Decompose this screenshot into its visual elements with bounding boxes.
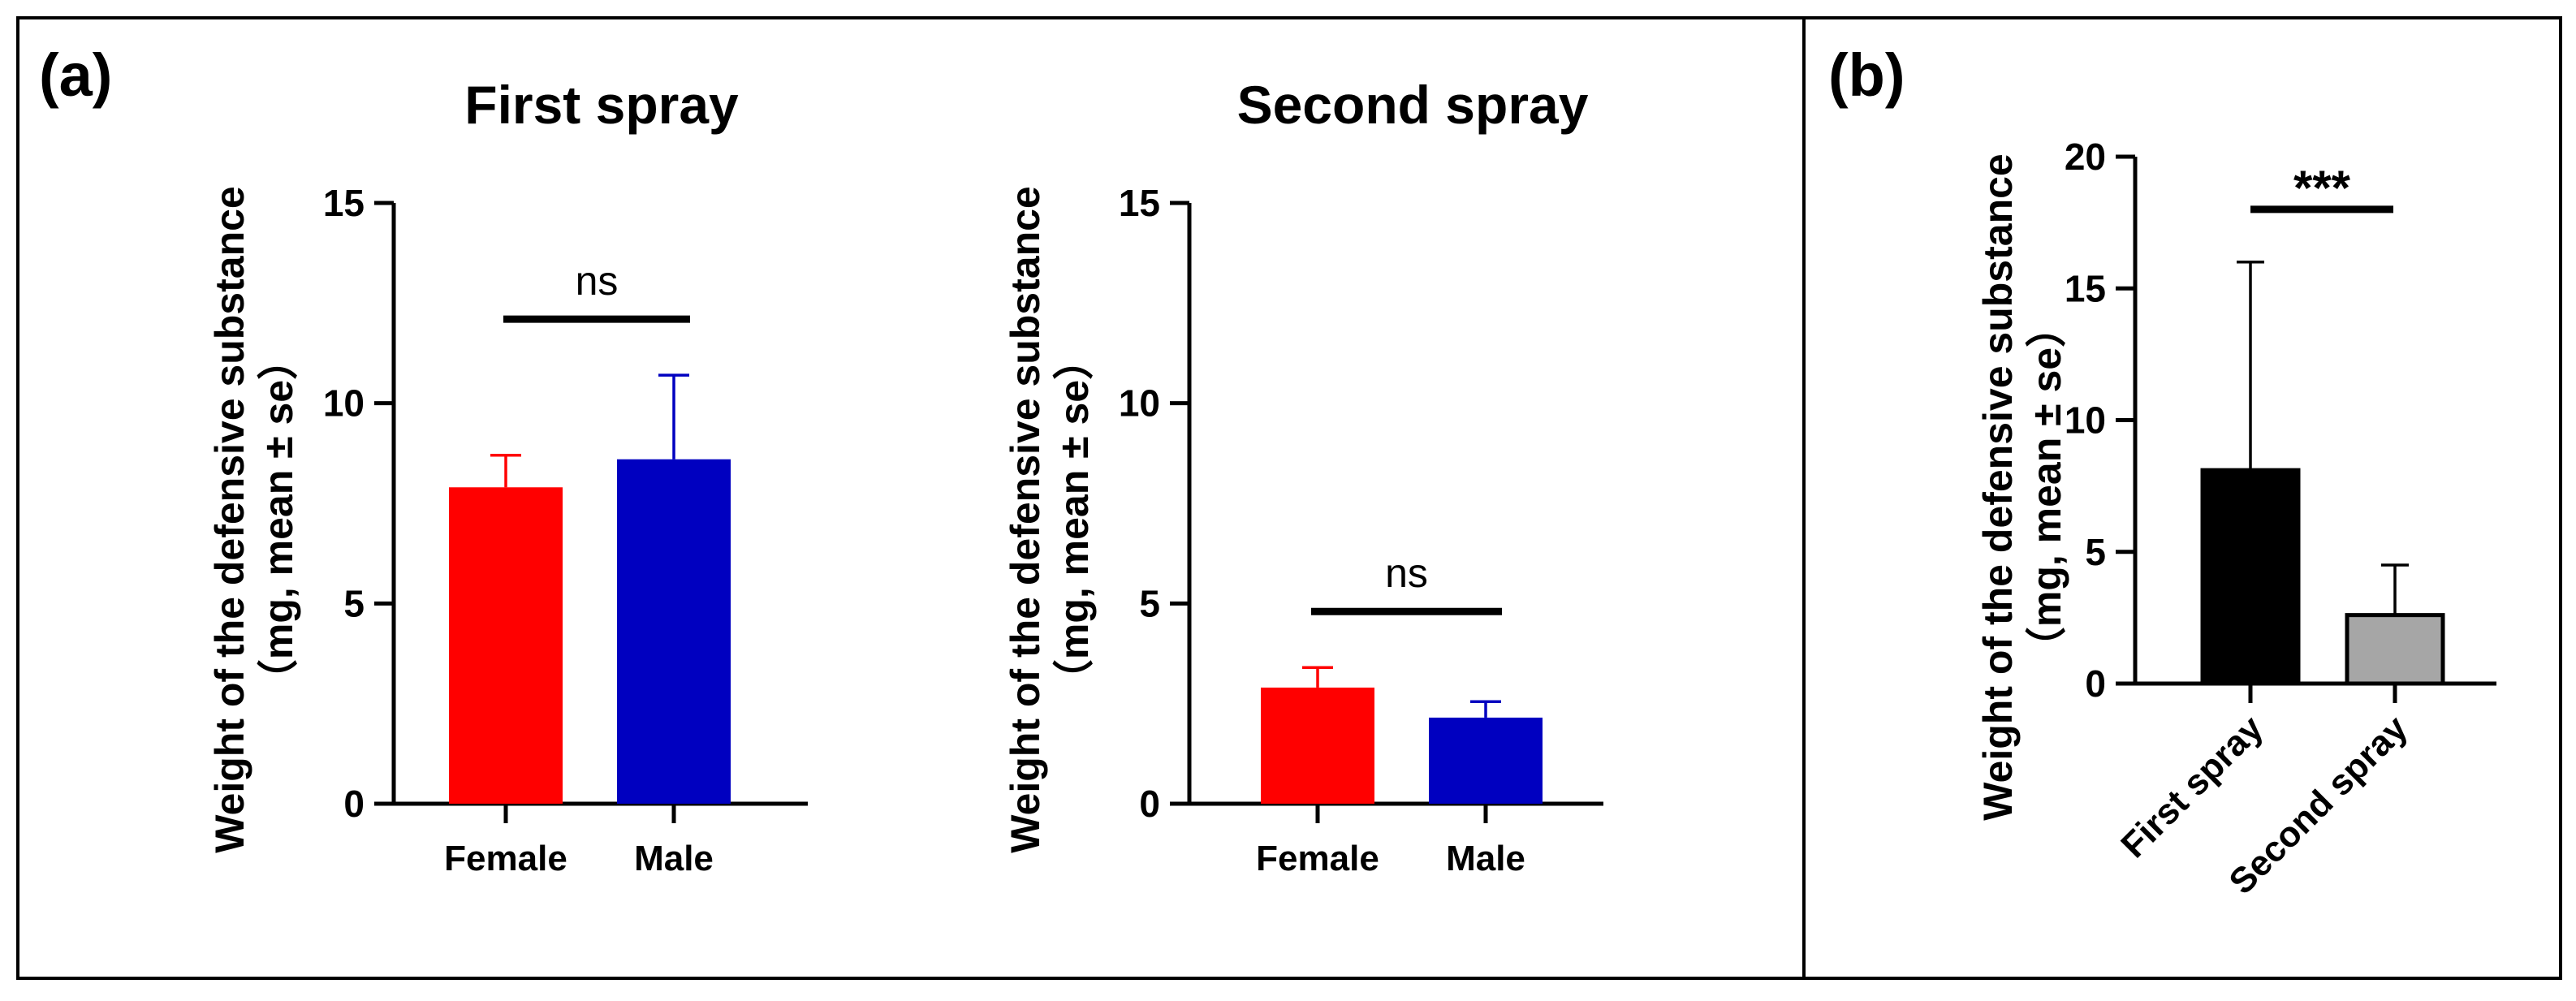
chart-second-spray: Second spray Weight of the defensive sub…	[1003, 75, 1603, 878]
y-tick-label: 20	[2065, 136, 2106, 178]
x-tick-label: Female	[1256, 839, 1379, 878]
panel-a-label: (a)	[39, 41, 112, 109]
y-tick-label: 10	[2065, 399, 2106, 442]
x-tick-label: First spray	[2113, 708, 2271, 865]
significance-label: ns	[576, 258, 619, 304]
y-tick-label: 0	[1139, 783, 1160, 825]
bar-female	[449, 487, 563, 804]
figure-frame	[16, 16, 2562, 980]
y-tick-label: 5	[343, 582, 365, 624]
y-axis-label: Weight of the defensive substance （mg, m…	[1975, 153, 2069, 820]
significance-label: ns	[1385, 550, 1428, 596]
plot-area: 0 5 10 15 Female Male ns	[1119, 182, 1603, 878]
plot-area: 0 5 10 15 Female Male ns	[323, 182, 808, 878]
y-axis-label-line2: （mg, mean ± se）	[1051, 339, 1097, 700]
y-tick-label: 15	[2065, 267, 2106, 309]
y-tick-label: 0	[2085, 662, 2106, 705]
x-tick-label: Female	[444, 839, 567, 878]
y-tick-label: 10	[323, 382, 365, 425]
chart-first-spray: First spray Weight of the defensive subs…	[207, 75, 808, 878]
bar-second-spray	[2345, 613, 2445, 686]
y-tick-label: 5	[1139, 582, 1160, 624]
y-tick-label: 0	[343, 783, 365, 825]
chart-title: Second spray	[1237, 75, 1589, 135]
y-axis-label-line1: Weight of the defensive substance	[1975, 153, 2021, 820]
bar-male	[617, 459, 731, 804]
y-axis-label-line2: （mg, mean ± se）	[2024, 307, 2069, 667]
y-tick-label: 15	[323, 182, 365, 224]
chart-title: First spray	[464, 75, 739, 135]
y-tick-label: 10	[1119, 382, 1160, 425]
y-tick-label: 15	[1119, 182, 1160, 224]
panel-b-label: (b)	[1828, 41, 1905, 109]
x-tick-label: Male	[1446, 839, 1525, 878]
chart-spray-comparison: Weight of the defensive substance （mg, m…	[1975, 136, 2496, 902]
y-axis-label-line1: Weight of the defensive substance	[1003, 186, 1048, 852]
bar-male	[1429, 717, 1543, 804]
y-axis-label: Weight of the defensive substance （mg, m…	[207, 186, 301, 852]
y-tick-label: 5	[2085, 531, 2106, 573]
y-axis-label: Weight of the defensive substance （mg, m…	[1003, 186, 1097, 852]
bar-female	[1261, 687, 1374, 804]
significance-label: ***	[2293, 161, 2351, 215]
bar-first-spray	[2200, 468, 2301, 686]
y-axis-label-line1: Weight of the defensive substance	[207, 186, 252, 852]
y-axis-label-line2: （mg, mean ± se）	[256, 339, 301, 700]
x-tick-label: Male	[634, 839, 714, 878]
